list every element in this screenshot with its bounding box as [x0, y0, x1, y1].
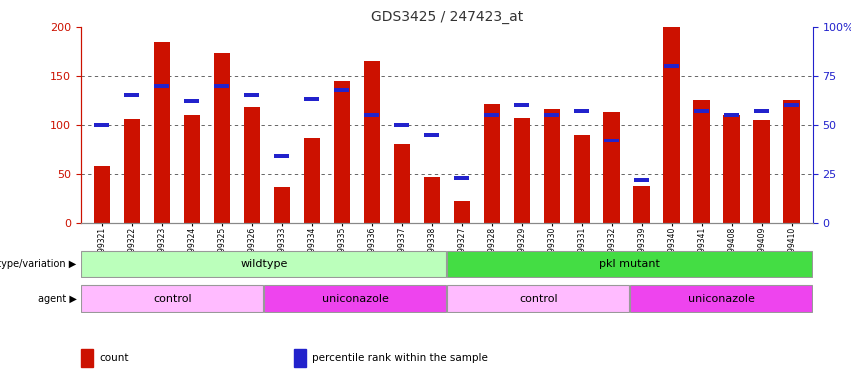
Bar [724, 113, 740, 117]
Text: control: control [519, 293, 557, 304]
Bar [274, 154, 289, 158]
Text: uniconazole: uniconazole [322, 293, 389, 304]
Bar [123, 119, 140, 223]
Bar [784, 100, 800, 223]
Text: wildtype: wildtype [240, 259, 288, 269]
Bar [694, 100, 710, 223]
Bar [214, 84, 229, 88]
Bar [334, 81, 350, 223]
Bar [785, 103, 799, 107]
Bar [633, 187, 650, 223]
Bar [82, 251, 446, 277]
Bar [694, 109, 709, 113]
Bar [273, 187, 290, 223]
Bar [82, 285, 263, 312]
Bar [545, 113, 559, 117]
Bar [154, 84, 169, 88]
Bar [634, 178, 649, 182]
Bar [393, 144, 410, 223]
Bar [265, 285, 446, 312]
Bar [484, 113, 500, 117]
Bar [304, 137, 320, 223]
Text: agent ▶: agent ▶ [37, 293, 77, 304]
Text: count: count [100, 353, 129, 363]
Bar [185, 99, 199, 103]
Bar [483, 104, 500, 223]
Bar [364, 113, 380, 117]
Bar [514, 103, 529, 107]
Bar [448, 251, 812, 277]
Bar [394, 123, 409, 127]
Bar [665, 64, 679, 68]
Bar [513, 118, 530, 223]
Bar [448, 285, 629, 312]
Bar [425, 132, 439, 137]
Text: control: control [153, 293, 191, 304]
Bar [424, 177, 440, 223]
Bar [243, 107, 260, 223]
Bar [334, 88, 349, 91]
Bar [153, 41, 170, 223]
Bar [454, 201, 470, 223]
Bar [574, 135, 590, 223]
Bar [184, 115, 200, 223]
Bar [363, 61, 380, 223]
Title: GDS3425 / 247423_at: GDS3425 / 247423_at [371, 10, 523, 25]
Text: percentile rank within the sample: percentile rank within the sample [312, 353, 488, 363]
Bar [94, 166, 110, 223]
Bar [244, 93, 260, 98]
Bar [603, 112, 620, 223]
Bar [214, 53, 230, 223]
Bar [753, 120, 770, 223]
Text: genotype/variation ▶: genotype/variation ▶ [0, 259, 77, 269]
Bar [574, 109, 589, 113]
Bar [664, 27, 680, 223]
Bar [305, 98, 319, 101]
Bar [94, 123, 109, 127]
Text: uniconazole: uniconazole [688, 293, 755, 304]
Bar [754, 109, 769, 113]
Bar [454, 176, 469, 180]
Bar [124, 93, 140, 98]
Bar [631, 285, 812, 312]
Bar [723, 115, 740, 223]
Bar [604, 139, 620, 142]
Text: pkl mutant: pkl mutant [599, 259, 660, 269]
Bar [544, 109, 560, 223]
